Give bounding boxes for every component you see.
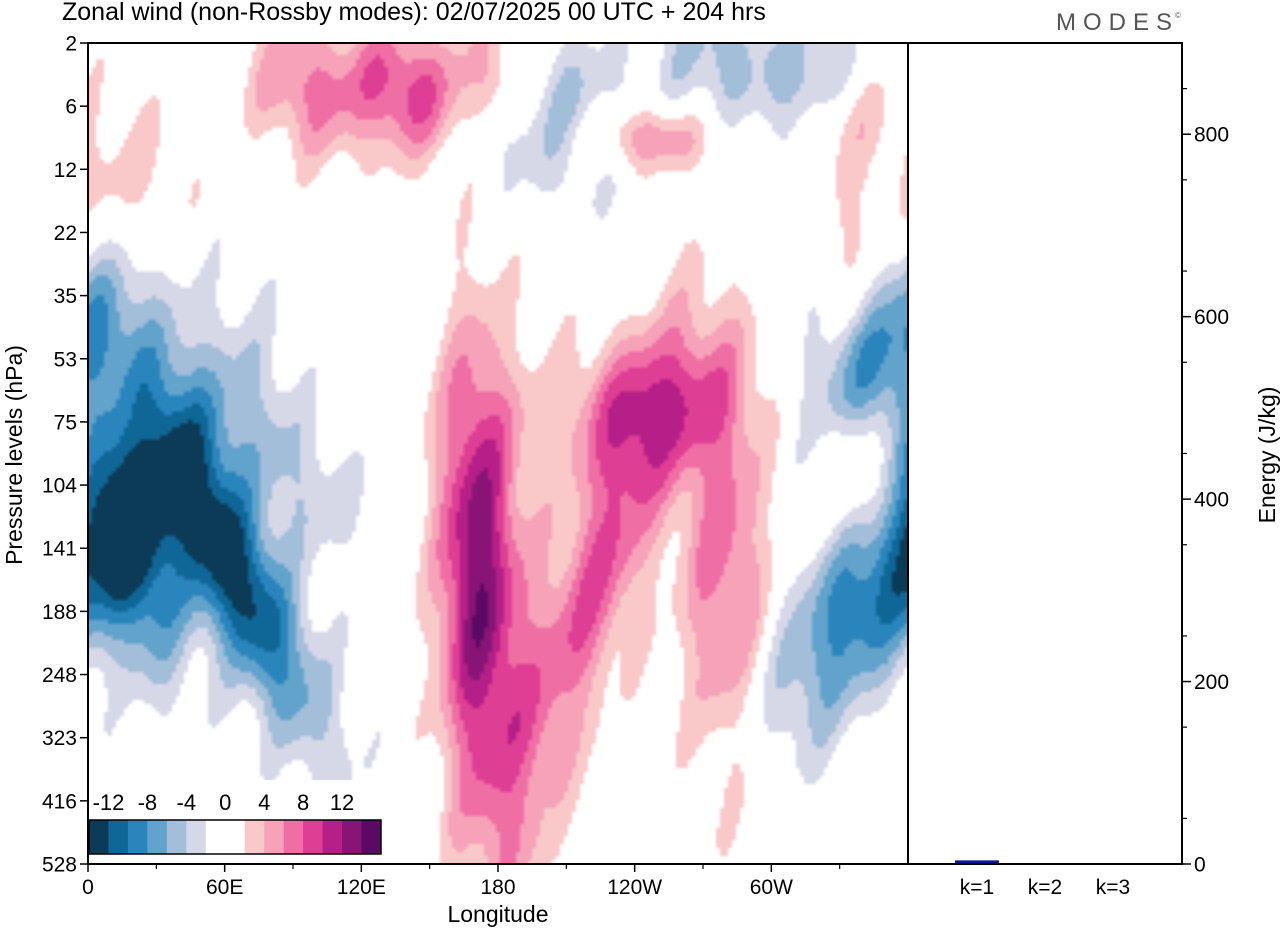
y-tick-label: 141 — [42, 538, 77, 561]
y-tick-label: 416 — [42, 790, 77, 813]
y-tick-label: 528 — [42, 854, 77, 877]
x-tick-label: 0 — [82, 876, 94, 899]
colorbar-swatch — [264, 820, 285, 854]
colorbar-swatch — [127, 820, 148, 854]
x-tick-label: 120E — [337, 876, 386, 899]
chart-title: Zonal wind (non-Rossby modes): 02/07/202… — [62, 0, 766, 26]
colorbar-label: 0 — [219, 790, 231, 815]
energy-tick-label: 0 — [1194, 854, 1206, 877]
y-tick-label: 104 — [42, 475, 77, 498]
colorbar-label: 12 — [330, 790, 354, 815]
energy-category-label: k=2 — [1028, 876, 1062, 899]
colorbar-swatch — [342, 820, 362, 854]
colorbar-swatch — [186, 820, 207, 854]
colorbar-swatch — [361, 820, 382, 854]
x-tick-label: 60E — [206, 876, 243, 899]
energy-bar-k1 — [955, 860, 999, 864]
colorbar-label: -4 — [177, 790, 197, 815]
y-tick-label: 12 — [54, 159, 77, 182]
colorbar-swatch — [205, 820, 226, 854]
energy-tick-label: 800 — [1194, 124, 1229, 147]
colorbar-swatch — [283, 820, 304, 854]
x-axis-title: Longitude — [447, 901, 548, 927]
brand-logo: MODES© — [1056, 9, 1185, 37]
wind-field-heatmap — [88, 43, 908, 864]
energy-category-label: k=3 — [1096, 876, 1130, 899]
y-tick-label: 6 — [65, 96, 77, 119]
energy-tick-label: 200 — [1194, 671, 1229, 694]
colorbar-swatch — [244, 820, 265, 854]
brand-mark: © — [1175, 11, 1181, 20]
colorbar-swatch — [322, 820, 343, 854]
y-tick-label: 323 — [42, 727, 77, 750]
energy-axis-title: Energy (J/kg) — [1254, 387, 1280, 524]
colorbar-label: -12 — [93, 790, 125, 815]
energy-bars: 0 200 400 600 800 k=1 k=2 k=3 — [955, 88, 1229, 899]
y-axis-title: Pressure levels (hPa) — [1, 345, 27, 565]
colorbar-label: 4 — [258, 790, 270, 815]
energy-tick-label: 600 — [1194, 306, 1229, 329]
energy-panel-frame — [907, 42, 1183, 865]
y-tick-label: 75 — [54, 411, 77, 434]
colorbar-label: 8 — [297, 790, 309, 815]
colorbar-swatch — [89, 820, 109, 854]
y-tick-label: 35 — [54, 285, 77, 308]
colorbar-swatch — [147, 820, 168, 854]
x-tick-label: 120W — [607, 876, 662, 899]
y-tick-label: 2 — [65, 33, 77, 56]
energy-category-label: k=1 — [960, 876, 994, 899]
colorbar-swatch — [166, 820, 187, 854]
colorbar: -12 -8 -4 0 4 8 12 — [87, 780, 383, 856]
x-tick-label: 60W — [750, 876, 793, 899]
colorbar-swatch — [303, 820, 323, 854]
y-tick-label: 22 — [54, 222, 77, 245]
y-tick-label: 188 — [42, 601, 77, 624]
x-tick-label: 180 — [480, 876, 515, 899]
y-tick-label: 248 — [42, 664, 77, 687]
colorbar-label: -8 — [138, 790, 158, 815]
energy-tick-label: 400 — [1194, 489, 1229, 512]
y-tick-label: 53 — [54, 348, 77, 371]
brand-name: MODES — [1056, 9, 1180, 36]
colorbar-swatch — [225, 820, 246, 854]
colorbar-swatch — [108, 820, 129, 854]
